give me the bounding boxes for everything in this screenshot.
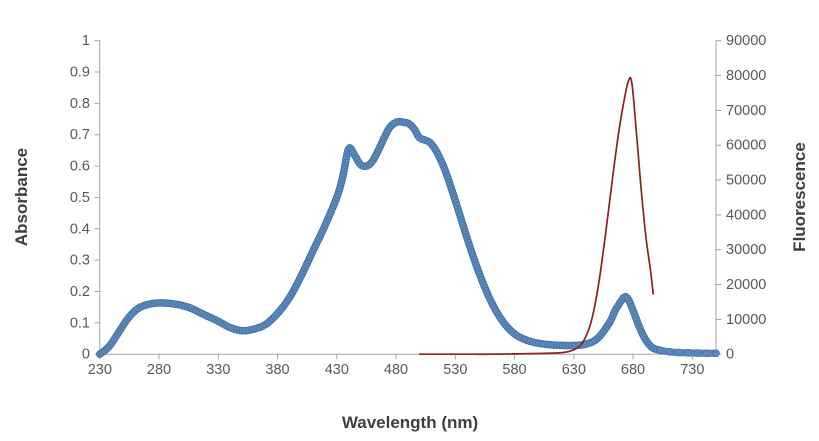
svg-text:0.6: 0.6 <box>70 159 90 175</box>
svg-text:0: 0 <box>82 347 90 363</box>
svg-text:10000: 10000 <box>726 312 766 328</box>
svg-text:630: 630 <box>562 362 586 378</box>
svg-text:Fluorescence: Fluorescence <box>790 142 809 252</box>
svg-text:730: 730 <box>680 362 704 378</box>
svg-text:0.2: 0.2 <box>70 284 90 300</box>
svg-text:90000: 90000 <box>726 33 766 49</box>
svg-text:60000: 60000 <box>726 138 766 154</box>
svg-text:230: 230 <box>88 362 112 378</box>
svg-text:Absorbance: Absorbance <box>12 148 31 246</box>
svg-text:20000: 20000 <box>726 277 766 293</box>
svg-text:680: 680 <box>621 362 645 378</box>
svg-text:330: 330 <box>206 362 230 378</box>
svg-text:380: 380 <box>265 362 289 378</box>
svg-text:580: 580 <box>502 362 526 378</box>
svg-text:0.7: 0.7 <box>70 127 90 143</box>
svg-text:1: 1 <box>82 33 90 49</box>
svg-text:0.4: 0.4 <box>70 221 90 237</box>
svg-text:40000: 40000 <box>726 207 766 223</box>
svg-text:0.3: 0.3 <box>70 253 90 269</box>
svg-text:0: 0 <box>726 347 734 363</box>
svg-text:80000: 80000 <box>726 68 766 84</box>
svg-text:0.5: 0.5 <box>70 190 90 206</box>
svg-text:70000: 70000 <box>726 103 766 119</box>
svg-text:0.8: 0.8 <box>70 96 90 112</box>
svg-text:30000: 30000 <box>726 242 766 258</box>
svg-text:530: 530 <box>443 362 467 378</box>
svg-text:430: 430 <box>325 362 349 378</box>
svg-text:Wavelength (nm): Wavelength (nm) <box>342 413 478 432</box>
svg-text:0.1: 0.1 <box>70 315 90 331</box>
svg-text:280: 280 <box>147 362 171 378</box>
svg-text:0.9: 0.9 <box>70 65 90 81</box>
svg-text:480: 480 <box>384 362 408 378</box>
svg-text:50000: 50000 <box>726 173 766 189</box>
